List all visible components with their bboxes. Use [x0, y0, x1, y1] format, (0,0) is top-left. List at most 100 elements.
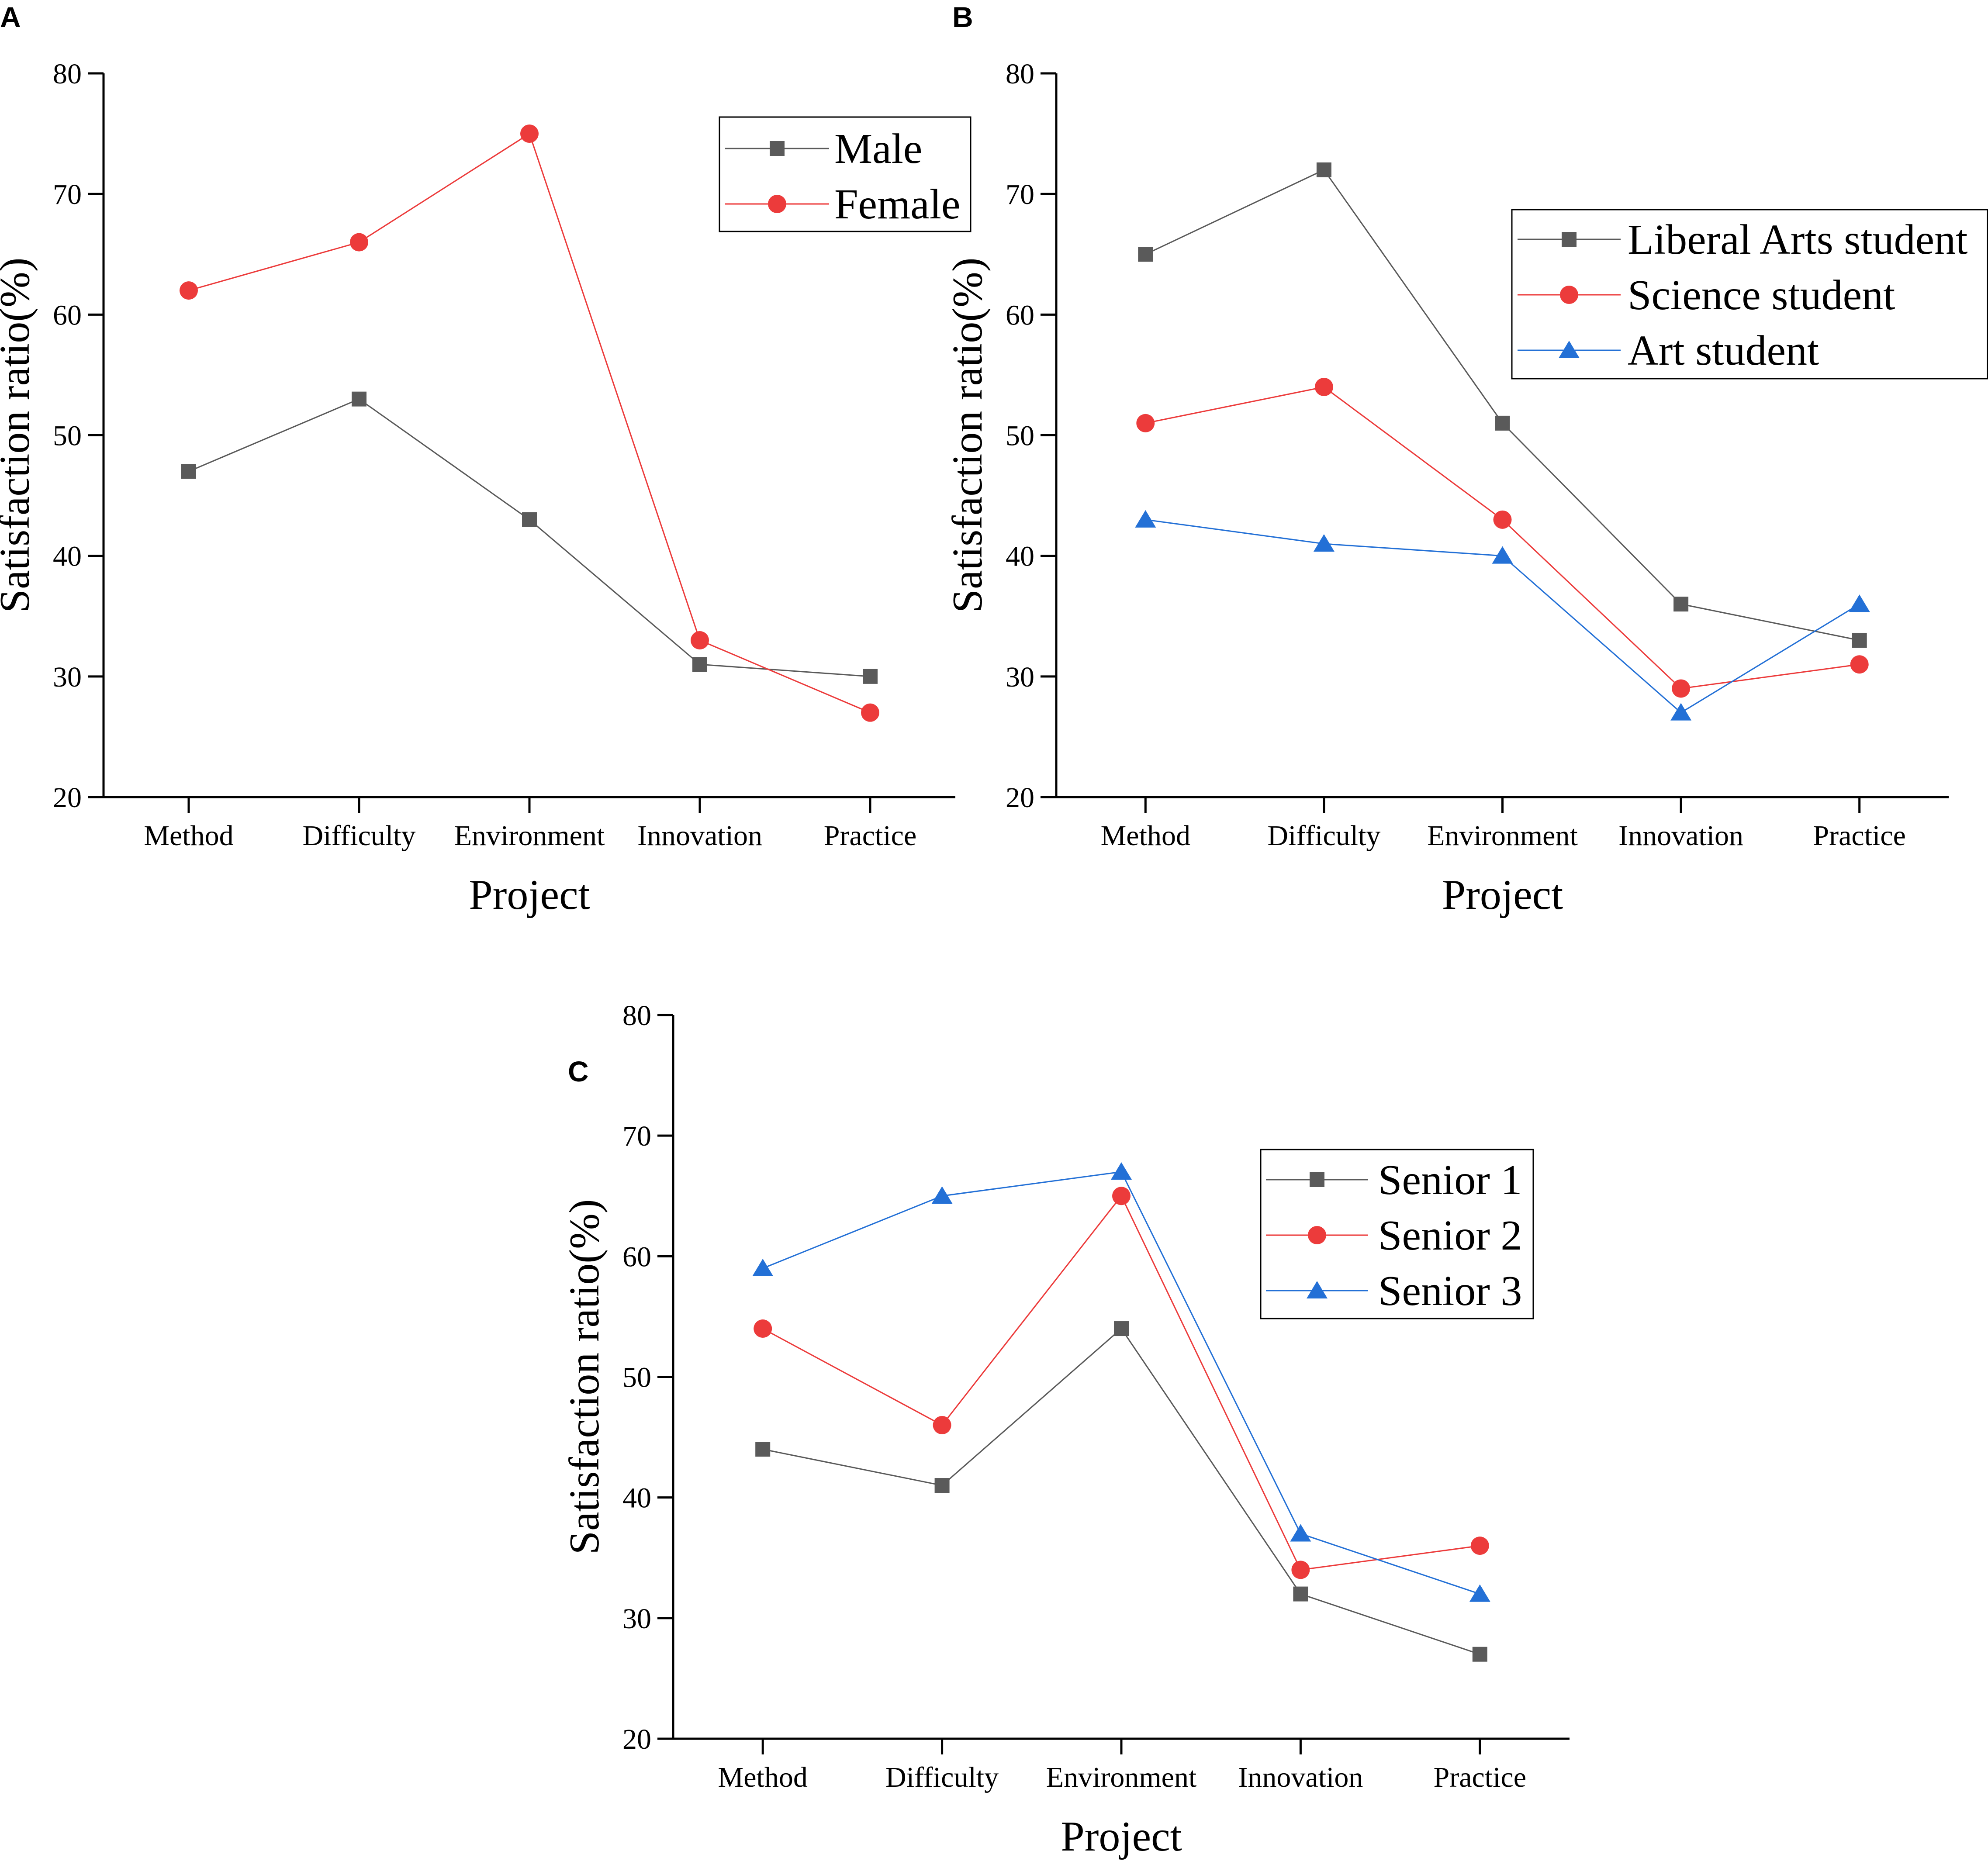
data-point-difficulty	[350, 233, 368, 252]
x-tick-label-environment: Environment	[1427, 820, 1578, 852]
y-tick-label-50: 50	[622, 1362, 651, 1394]
series-science-student	[1136, 378, 1869, 698]
data-point-difficulty	[1313, 534, 1335, 552]
y-tick-label-70: 70	[53, 179, 82, 211]
series-senior-2	[754, 1187, 1489, 1579]
legend-label: Male	[834, 125, 922, 173]
y-tick-label-40: 40	[53, 541, 82, 573]
data-point-innovation	[691, 631, 709, 649]
x-tick-label-method: Method	[1101, 820, 1190, 852]
y-tick-label-40: 40	[1006, 541, 1034, 573]
y-tick-label-50: 50	[1006, 420, 1034, 452]
y-axis-title: Satisfaction ratio(%)	[0, 258, 38, 613]
data-point-practice	[1472, 1647, 1487, 1662]
series-line	[1145, 386, 1860, 690]
legend-marker	[1559, 341, 1580, 358]
x-tick-label-practice: Practice	[1434, 1761, 1527, 1793]
panel-letter-b: B	[952, 1, 973, 33]
legend-box	[719, 116, 972, 232]
series-liberal-arts-student	[1138, 162, 1867, 648]
data-point-innovation	[1670, 703, 1692, 721]
y-tick-label-30: 30	[1006, 661, 1034, 693]
y-tick-label-20: 20	[53, 782, 82, 814]
y-axis-title: Satisfaction ratio(%)	[944, 258, 991, 613]
data-point-method	[1135, 510, 1156, 528]
panel-letter-a: A	[0, 1, 21, 33]
x-tick-label-practice: Practice	[1813, 820, 1906, 852]
data-point-difficulty	[934, 1478, 950, 1493]
data-point-practice	[1849, 594, 1870, 612]
data-point-environment	[522, 512, 537, 527]
data-point-method	[754, 1319, 772, 1338]
y-tick-label-80: 80	[53, 58, 82, 90]
data-point-practice	[861, 703, 879, 722]
data-point-environment	[1492, 546, 1513, 564]
x-axis-title: Project	[1442, 871, 1563, 918]
legend-marker	[770, 141, 785, 156]
y-tick-label-30: 30	[53, 661, 82, 693]
legend-marker	[1310, 1172, 1324, 1187]
x-tick-label-environment: Environment	[454, 820, 605, 852]
series-female	[180, 124, 879, 722]
data-point-innovation	[1673, 597, 1689, 612]
x-tick-label-difficulty: Difficulty	[885, 1761, 999, 1793]
data-point-practice	[863, 669, 878, 684]
legend: Liberal Arts student Science student Art s…	[1511, 209, 1988, 380]
y-tick-label-40: 40	[622, 1482, 651, 1514]
data-point-environment	[1493, 510, 1512, 529]
data-point-method	[752, 1258, 774, 1276]
legend-label: Senior 2	[1378, 1212, 1522, 1259]
legend-label: Science student	[1628, 272, 1895, 319]
legend-label: Senior 1	[1378, 1157, 1522, 1204]
y-tick-label-60: 60	[53, 299, 82, 331]
legend-label: Female	[834, 181, 960, 228]
series-male	[181, 391, 878, 684]
data-point-practice	[1850, 655, 1869, 674]
data-point-environment	[1495, 415, 1510, 431]
data-point-innovation	[1672, 679, 1691, 698]
x-tick-label-practice: Practice	[824, 820, 917, 852]
data-point-difficulty	[933, 1416, 951, 1434]
panel-letter-c: C	[568, 1055, 589, 1088]
data-point-method	[1136, 414, 1155, 432]
y-axis-title: Satisfaction ratio(%)	[561, 1199, 608, 1555]
data-point-practice	[1470, 1537, 1489, 1555]
data-point-innovation	[1291, 1561, 1310, 1579]
series-line	[762, 1327, 1480, 1655]
y-tick-label-80: 80	[1006, 58, 1034, 90]
x-tick-label-difficulty: Difficulty	[302, 820, 415, 852]
y-tick-label-50: 50	[53, 420, 82, 452]
series-line	[188, 398, 871, 677]
y-tick-label-60: 60	[622, 1241, 651, 1273]
data-point-method	[181, 464, 196, 479]
x-tick-label-environment: Environment	[1046, 1761, 1197, 1793]
legend-label: Art student	[1628, 327, 1819, 374]
data-point-difficulty	[931, 1186, 953, 1204]
x-tick-label-innovation: Innovation	[1618, 820, 1743, 852]
data-point-environment	[1114, 1321, 1129, 1336]
data-point-innovation	[1290, 1524, 1311, 1542]
chart-panel-c: C 20 30 40 50 60 70 80 Method Difficulty Environme…	[561, 1000, 1570, 1860]
data-point-method	[755, 1442, 771, 1457]
legend-marker	[768, 195, 786, 213]
data-point-environment	[1111, 1162, 1132, 1180]
data-point-method	[1138, 247, 1153, 262]
x-axis-title: Project	[1061, 1813, 1182, 1860]
data-point-environment	[1112, 1187, 1131, 1205]
x-tick-label-difficulty: Difficulty	[1267, 820, 1380, 852]
chart-panel-a: A 20 30 40 50 60 70 80 Method Difficulty Environme…	[0, 1, 972, 918]
legend-marker	[1308, 1226, 1326, 1244]
chart-panel-b: B 20 30 40 50 60 70 80 Method Difficulty Environme…	[944, 1, 1988, 918]
y-tick-label-80: 80	[622, 1000, 651, 1032]
series-senior-1	[755, 1321, 1487, 1662]
data-point-environment	[520, 124, 539, 143]
legend-label: Senior 3	[1378, 1267, 1522, 1315]
legend-marker	[1307, 1281, 1328, 1298]
legend: Senior 1 Senior 2 Senior 3	[1260, 1149, 1534, 1319]
series-senior-3	[752, 1162, 1490, 1602]
x-tick-label-innovation: Innovation	[1238, 1761, 1363, 1793]
data-point-practice	[1852, 632, 1867, 648]
y-tick-label-70: 70	[1006, 179, 1034, 211]
data-point-difficulty	[1314, 378, 1333, 397]
data-point-method	[180, 281, 198, 300]
